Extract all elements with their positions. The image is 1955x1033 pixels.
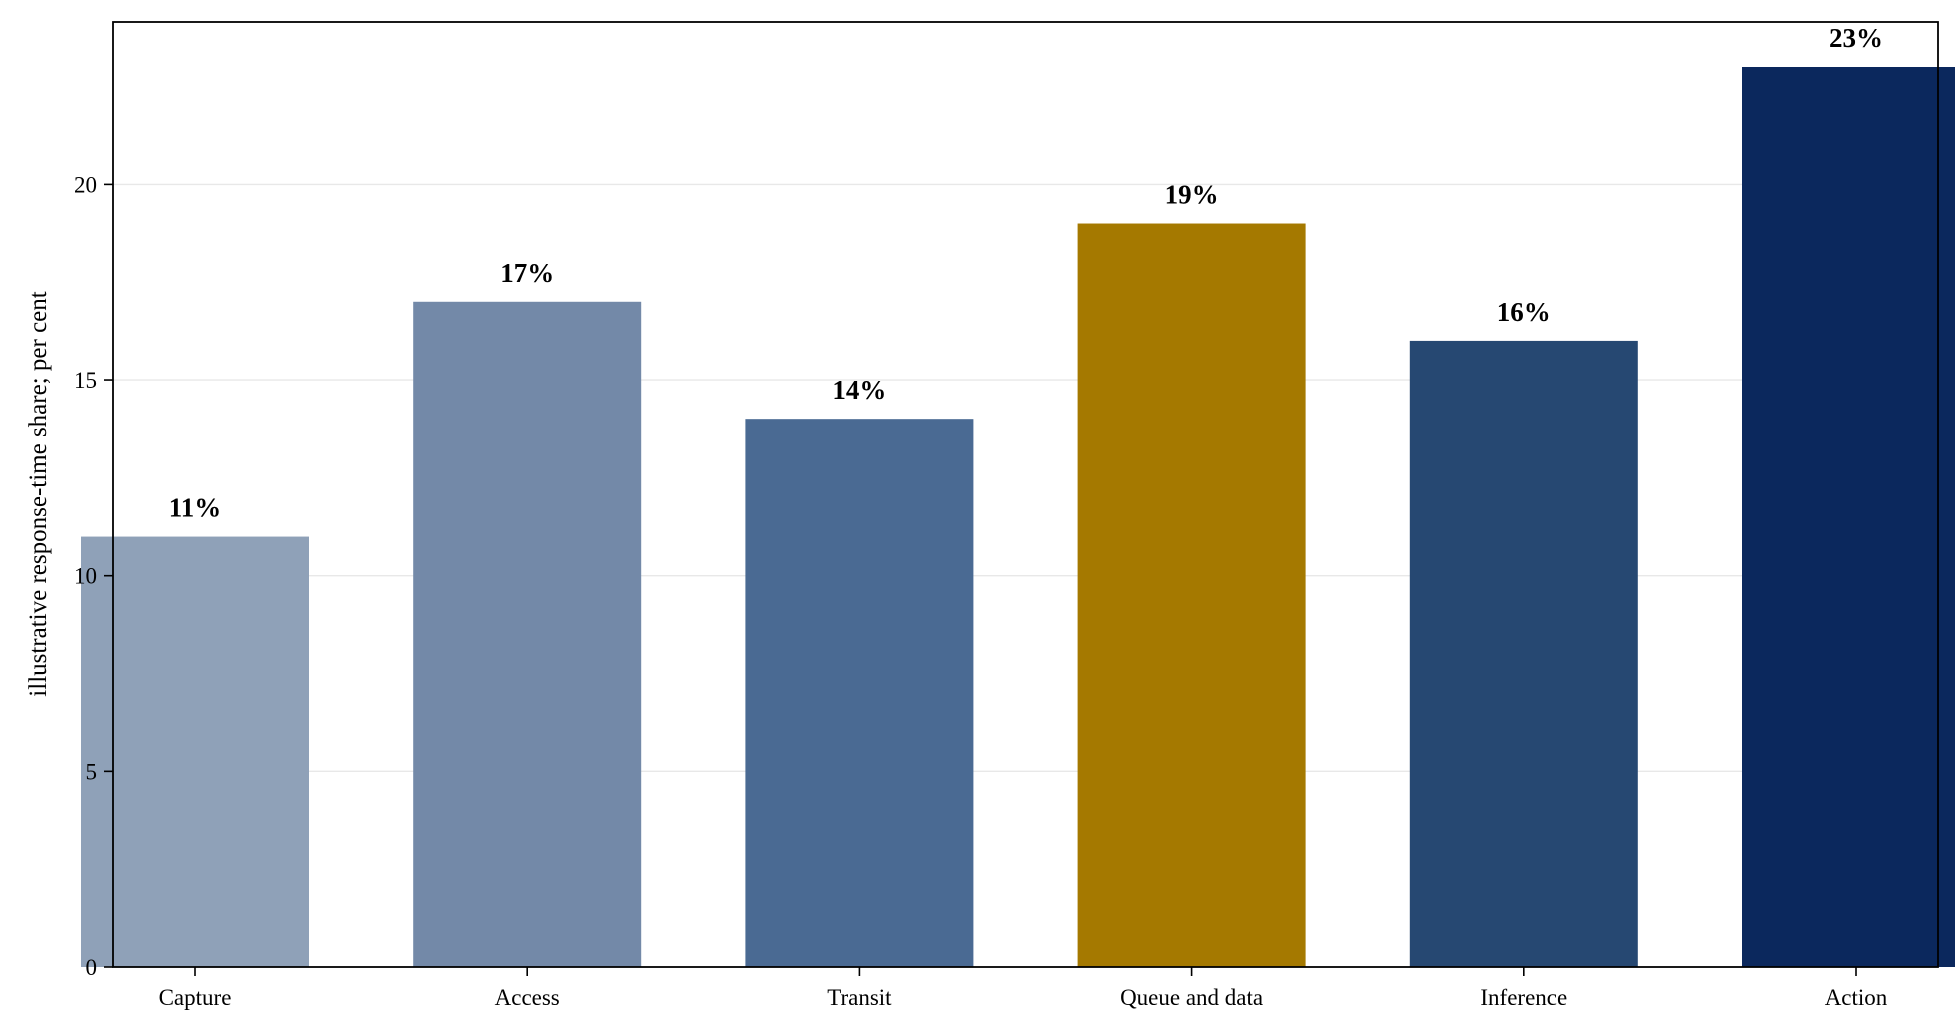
bar-value-label: 16% bbox=[1497, 297, 1551, 327]
bars bbox=[81, 67, 1955, 968]
y-axis-title: illustrative response-time share; per ce… bbox=[25, 291, 52, 696]
bar bbox=[1742, 67, 1955, 967]
y-tick-label: 15 bbox=[74, 368, 97, 393]
x-axis-ticks: Capture Access Transit Queue and data Infere… bbox=[159, 967, 1888, 1010]
plot-area-frame bbox=[112, 21, 1939, 968]
y-tick-label: 5 bbox=[86, 759, 98, 784]
x-tick-label: Inference bbox=[1480, 985, 1567, 1010]
bar bbox=[745, 419, 974, 967]
bar bbox=[1409, 340, 1638, 967]
y-tick-label: 0 bbox=[86, 955, 98, 980]
x-tick-label: Action bbox=[1825, 985, 1888, 1010]
x-tick-label: Capture bbox=[159, 985, 232, 1010]
bar-value-label: 17% bbox=[500, 258, 554, 288]
bar-value-label: 14% bbox=[832, 375, 886, 405]
y-tick-label: 10 bbox=[74, 564, 97, 589]
x-tick-label: Access bbox=[495, 985, 560, 1010]
bar bbox=[413, 301, 642, 968]
bar bbox=[81, 536, 309, 967]
bar-value-label: 11% bbox=[169, 493, 222, 523]
x-tick-label: Queue and data bbox=[1120, 985, 1263, 1010]
bar-value-label: 23% bbox=[1829, 23, 1883, 53]
x-tick-label: Transit bbox=[827, 985, 892, 1010]
grid-lines bbox=[113, 183, 1938, 773]
y-axis-ticks: 0 5 10 15 20 bbox=[74, 172, 113, 980]
bar-value-label: 19% bbox=[1165, 180, 1219, 210]
data-labels: 11% 17% 14% 19% 16% 23% bbox=[169, 23, 1883, 523]
y-tick-label: 20 bbox=[74, 172, 97, 197]
bar bbox=[1077, 223, 1306, 968]
